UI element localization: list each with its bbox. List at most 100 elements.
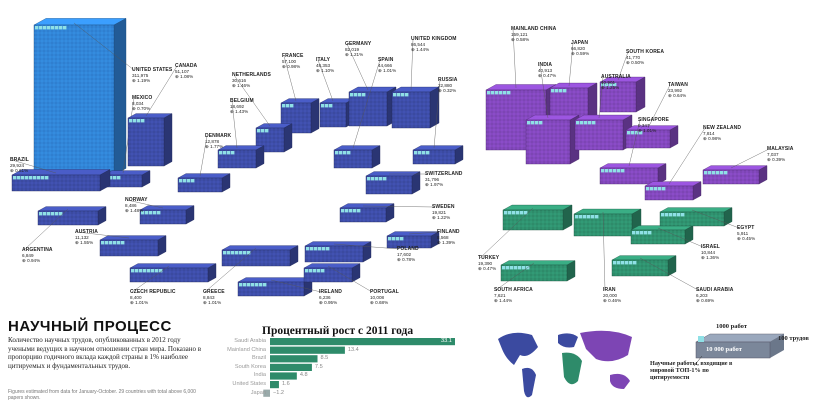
leader-line	[668, 127, 706, 185]
country-label: Ireland 6,236 ⊕ 0.95%	[319, 289, 342, 306]
legend-highlight-cube	[698, 336, 704, 342]
country-growth: ⊕ 0.98%	[703, 136, 722, 142]
country-papers: 10,008	[370, 295, 385, 301]
bar	[270, 338, 455, 346]
country-growth: ⊕ 1.48%	[125, 208, 144, 214]
bar-value-label: 1.6	[281, 381, 290, 387]
leader-line	[628, 119, 641, 167]
leader-line	[145, 65, 178, 117]
country-papers: 8,486	[125, 203, 137, 209]
legend-large: 10 000 работ	[706, 346, 742, 353]
country-name: South Korea	[626, 49, 665, 55]
country-label: Russia 22,880 ⊕ 0.32%	[438, 77, 458, 94]
country-growth: ⊕ 0.69%	[696, 298, 715, 304]
leader-line	[617, 51, 629, 81]
country-papers: 9,347	[638, 123, 650, 129]
country-label: South Africa 7,621 ⊕ 1.44%	[494, 287, 533, 304]
leader-line	[231, 100, 238, 149]
bar-value-label: 4.8	[299, 372, 308, 379]
bar	[270, 381, 279, 389]
country-papers: 18,692	[230, 104, 245, 110]
country-growth: ⊕ 0.94%	[22, 258, 41, 264]
country-block	[139, 205, 195, 225]
bar	[263, 389, 270, 397]
country-papers: 51,107	[175, 69, 190, 75]
country-papers: 6,236	[319, 295, 331, 301]
country-papers: 86,544	[411, 42, 426, 48]
country-name: Netherlands	[232, 72, 271, 78]
bar	[270, 355, 318, 363]
country-label: Poland 17,602 ⊕ 0.78%	[397, 246, 419, 263]
country-name: Russia	[438, 77, 458, 83]
leader-line	[76, 231, 130, 239]
country-growth: ⊕ 1.25%	[601, 85, 620, 91]
country-block	[412, 145, 464, 165]
country-papers: 22,880	[438, 83, 453, 89]
country-label: United Kingdom 86,544 ⊕ 1.44%	[411, 36, 457, 53]
country-name: South Africa	[494, 287, 533, 293]
country-label: Germany 82,019 ⊕ 1.21%	[345, 41, 371, 58]
country-name: Mainland China	[511, 26, 557, 32]
country-growth: ⊕ 0.61%	[10, 168, 29, 174]
europe-shape	[558, 333, 578, 348]
country-papers: 29,924	[10, 163, 25, 169]
legend-note: Научные работы, входящие в мировой ТОП-1…	[650, 360, 733, 382]
leader-line	[333, 243, 400, 250]
country-block	[339, 203, 395, 223]
country-block	[221, 245, 299, 267]
country-label: United States 311,975 ⊕ 1.19%	[132, 67, 172, 84]
country-growth: ⊕ 1.77%	[205, 144, 224, 150]
leader-line	[602, 211, 606, 291]
country-growth: ⊕ 0.50%	[626, 60, 645, 66]
country-papers: 41,770	[626, 55, 641, 61]
legend-small: 1000 работ	[716, 323, 748, 330]
footnote: Figures estimated from data for January-…	[8, 389, 196, 401]
africa-shape	[562, 352, 582, 385]
country-name: Czech Republic	[130, 289, 176, 295]
country-papers: 6,849	[22, 253, 34, 259]
bar-category-label: Mainland China	[227, 346, 266, 353]
country-name: Singapore	[638, 117, 669, 123]
bar-category-label: Japan	[250, 389, 266, 396]
country-growth: ⊕ 1.01%	[638, 128, 657, 134]
country-growth: ⊕ 0.47%	[538, 73, 557, 79]
country-name: Norway	[125, 197, 148, 203]
legend-front	[695, 341, 771, 359]
country-block	[33, 18, 127, 176]
bar	[270, 372, 297, 380]
bar-category-label: India	[253, 372, 266, 379]
south-america-shape	[522, 367, 536, 398]
country-growth: ⊕ 1.55%	[75, 240, 94, 246]
country-label: Canada 51,107 ⊕ 1.08%	[175, 63, 198, 80]
country-name: Poland	[397, 246, 419, 252]
leader-line	[73, 22, 135, 71]
country-growth: ⊕ 1.44%	[411, 47, 430, 53]
country-papers: 82,019	[345, 47, 360, 53]
country-name: Canada	[175, 63, 198, 69]
country-growth: ⊕ 0.78%	[397, 257, 416, 263]
leader-line	[598, 76, 604, 119]
leader-line	[283, 55, 297, 102]
country-label: Finland 8,568 ⊕ 1.39%	[437, 229, 460, 246]
country-papers: 57,100	[282, 59, 297, 65]
country-papers: 31,796	[425, 177, 440, 183]
country-label: Mexico 8,034 ⊕ 0.70%	[132, 95, 152, 112]
country-label: Austria 11,132 ⊕ 1.55%	[75, 229, 98, 246]
country-growth: ⊕ 1.43%	[230, 109, 249, 115]
bar-value-label: 7.5	[314, 363, 323, 370]
country-growth: ⊕ 0.95%	[319, 300, 338, 306]
country-block	[702, 165, 768, 185]
country-name: Belgium	[230, 98, 254, 104]
leader-line	[126, 199, 164, 209]
bar-category-label: Brazil	[252, 355, 266, 362]
country-growth: ⊕ 0.70%	[132, 106, 151, 112]
country-growth: ⊕ 1.19%	[132, 78, 151, 84]
country-label: Belgium 18,692 ⊕ 1.43%	[230, 98, 254, 115]
bar	[270, 363, 312, 371]
country-growth: ⊕ 0.46%	[603, 298, 622, 304]
country-papers: 23,992	[668, 88, 683, 94]
country-papers: 7,037	[767, 152, 779, 158]
leader-line	[352, 59, 381, 149]
country-block	[129, 263, 217, 283]
